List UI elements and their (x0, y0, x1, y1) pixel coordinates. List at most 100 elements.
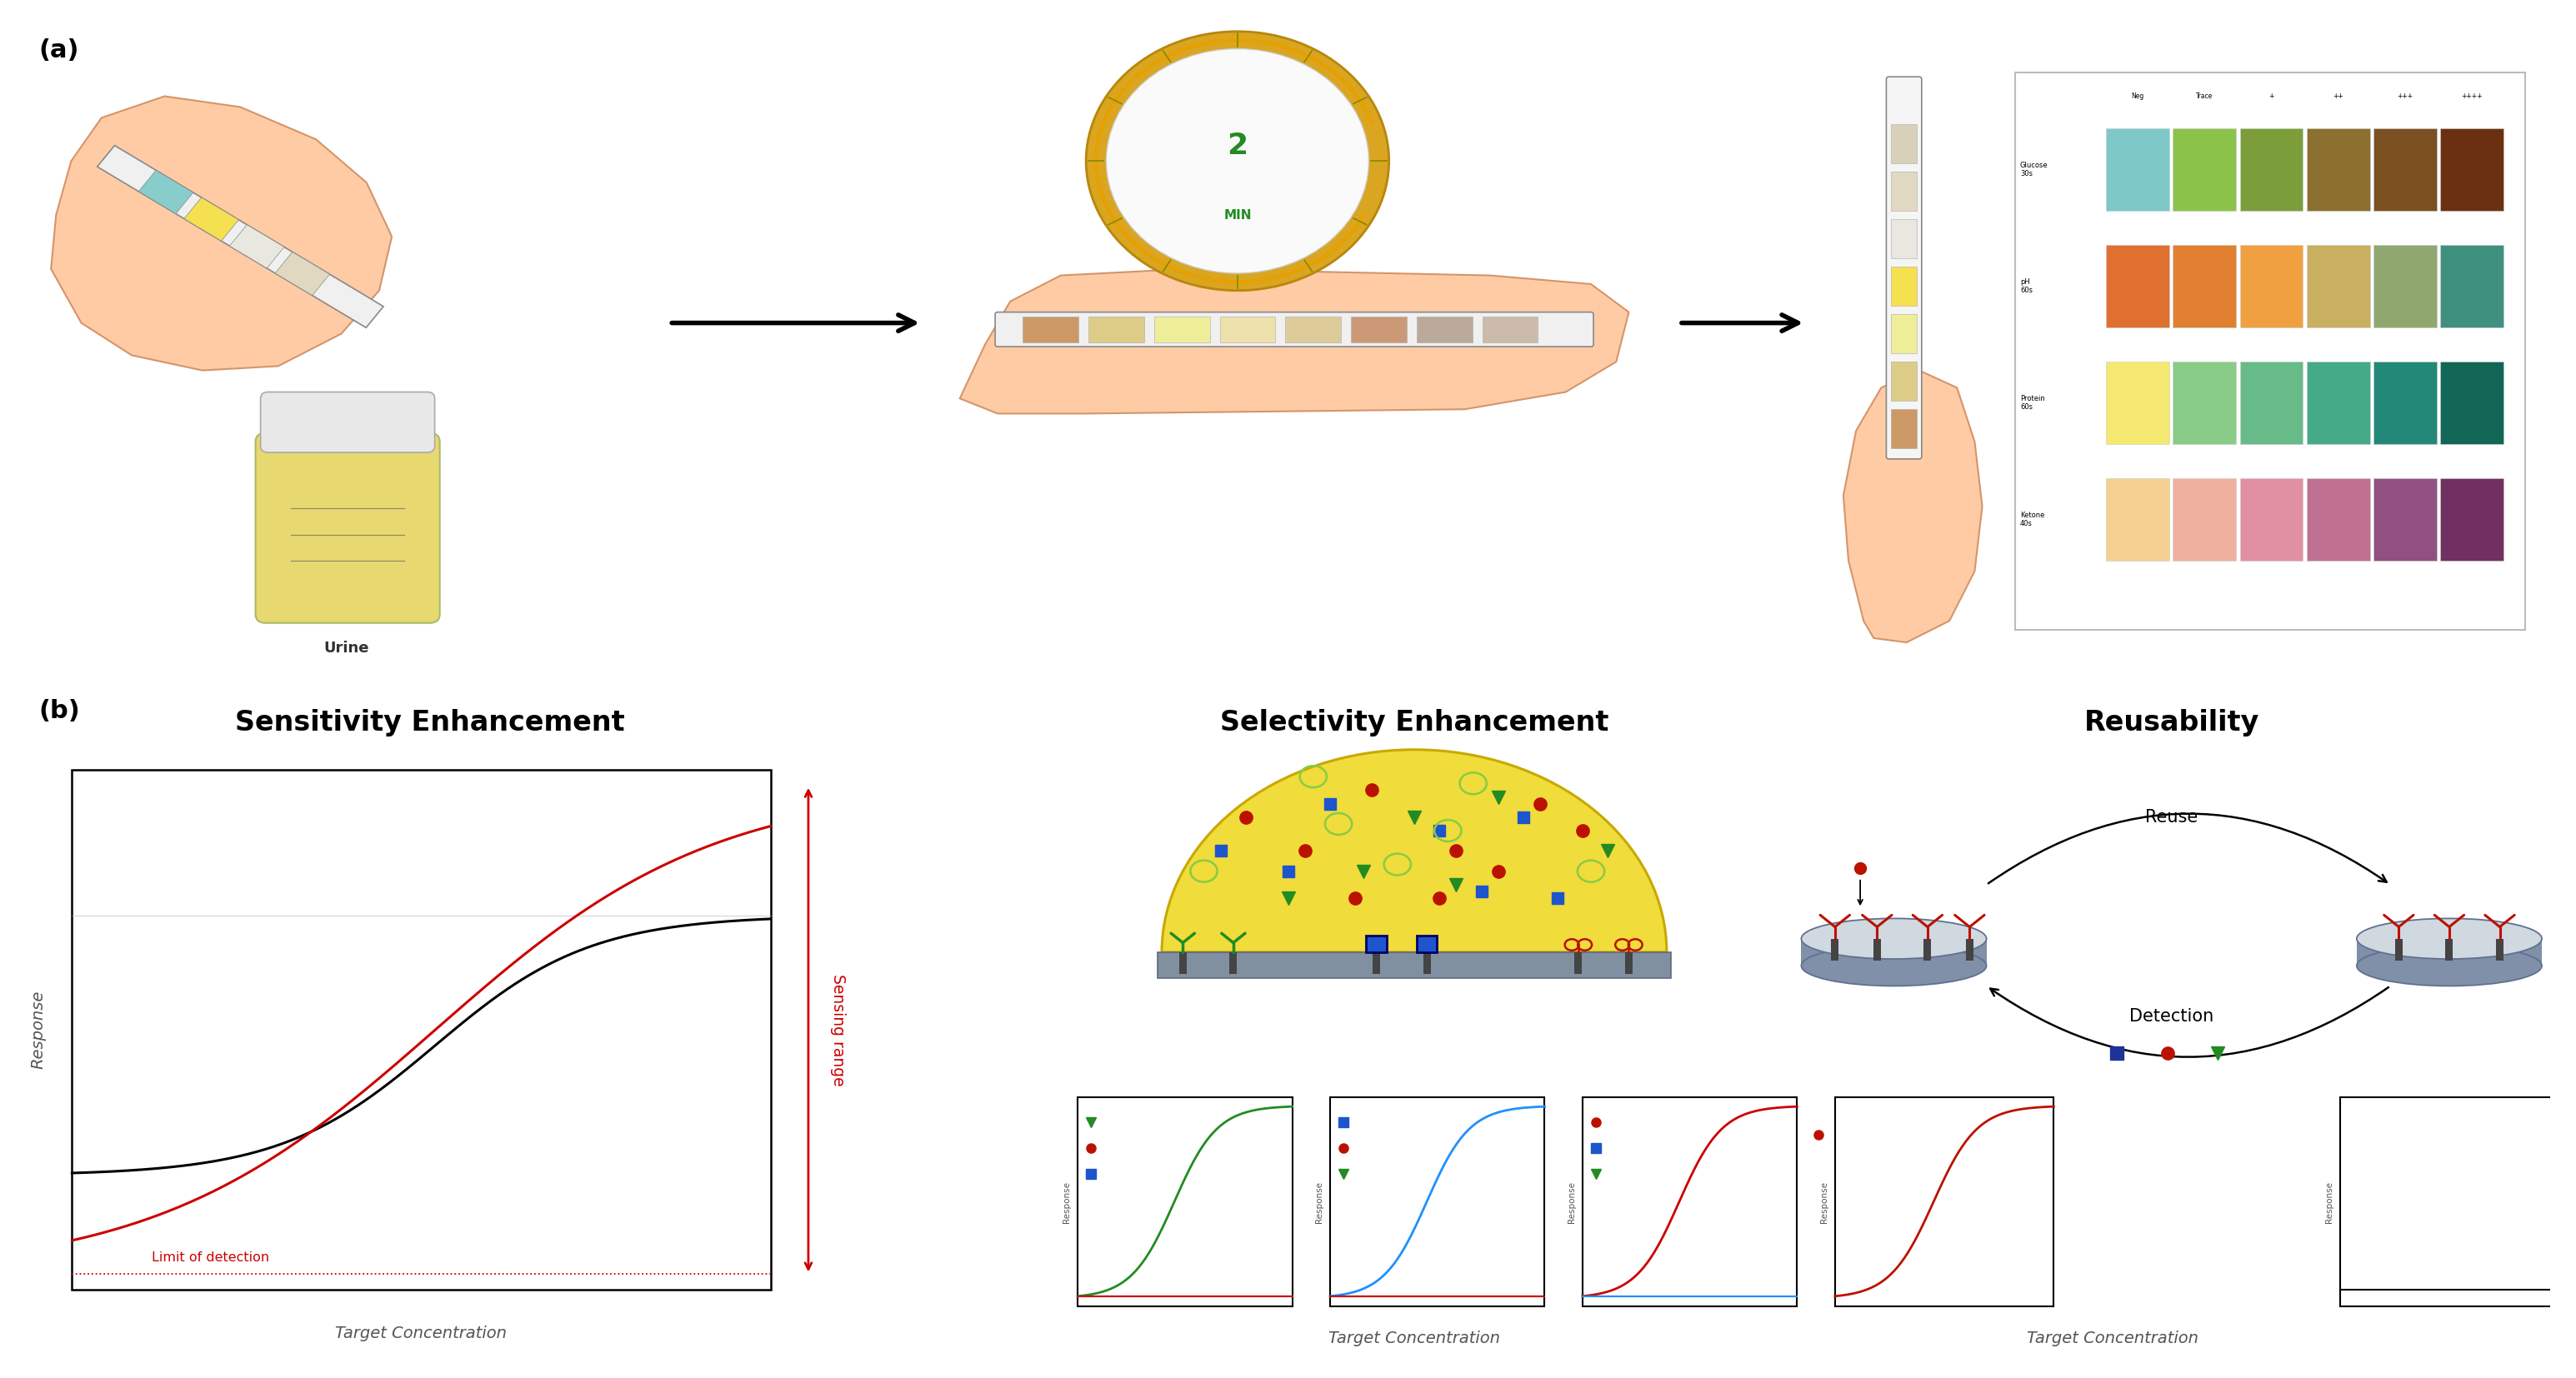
Bar (1180, 952, 1188, 974)
Bar (2172, 245, 2236, 327)
Bar (1221, 317, 1275, 342)
Text: Limit of detection: Limit of detection (152, 1251, 270, 1264)
Text: Selectivity Enhancement: Selectivity Enhancement (1221, 710, 1607, 737)
Circle shape (1087, 32, 1388, 291)
Bar (2439, 128, 2504, 211)
Text: Target Concentration: Target Concentration (2027, 1331, 2197, 1346)
Wedge shape (1162, 750, 1667, 952)
Ellipse shape (2357, 918, 2543, 959)
Bar (1965, 938, 1973, 960)
Ellipse shape (1801, 945, 1986, 987)
Text: Protein
60s: Protein 60s (2020, 394, 2045, 411)
Text: Neg: Neg (2130, 92, 2143, 101)
Text: Response: Response (2324, 1181, 2334, 1222)
Bar (2172, 478, 2236, 561)
Text: Response: Response (1566, 1181, 1577, 1222)
Bar (2306, 362, 2370, 444)
Bar (1154, 317, 1211, 342)
Bar (1417, 936, 1437, 952)
Bar (2172, 128, 2236, 211)
Bar (2439, 245, 2504, 327)
Bar (2107, 245, 2169, 327)
Text: Ketone
40s: Ketone 40s (2020, 511, 2045, 528)
Polygon shape (961, 269, 1628, 413)
Bar (2339, 1097, 2558, 1306)
Bar (1365, 936, 1386, 952)
FancyBboxPatch shape (994, 311, 1595, 347)
Bar (2372, 478, 2437, 561)
Text: (a): (a) (39, 39, 80, 62)
Text: 2: 2 (1226, 132, 1247, 160)
Text: ++: ++ (2334, 92, 2344, 101)
Bar (2306, 245, 2370, 327)
Bar (1801, 938, 1986, 966)
Bar (2107, 362, 2169, 444)
Bar (2306, 478, 2370, 561)
Bar (1832, 938, 1839, 960)
Bar (1582, 1097, 1798, 1306)
Text: Response: Response (31, 991, 46, 1069)
Text: MIN: MIN (1224, 208, 1252, 222)
Text: Reuse: Reuse (2146, 809, 2197, 825)
Bar (1285, 317, 1342, 342)
Bar (1891, 409, 1917, 448)
Text: Detection: Detection (2130, 1009, 2213, 1025)
Text: Target Concentration: Target Concentration (1329, 1331, 1499, 1346)
Polygon shape (52, 96, 392, 371)
Bar (1574, 952, 1582, 974)
Text: Urine: Urine (325, 641, 368, 656)
Bar (1481, 317, 1538, 342)
Ellipse shape (1801, 918, 1986, 959)
Bar (2014, 73, 2524, 630)
Circle shape (1105, 48, 1368, 273)
Bar (1873, 938, 1880, 960)
Bar (1417, 317, 1473, 342)
Text: +++: +++ (2398, 92, 2414, 101)
Bar (1625, 952, 1633, 974)
Bar (2239, 128, 2303, 211)
Text: pH
60s: pH 60s (2020, 278, 2032, 295)
Polygon shape (139, 171, 193, 214)
Text: Sensing range: Sensing range (829, 974, 845, 1086)
Bar (1891, 124, 1917, 163)
Bar (1229, 952, 1236, 974)
Bar (2496, 938, 2504, 960)
Bar (2357, 938, 2543, 966)
Polygon shape (183, 197, 240, 241)
Bar (1834, 1097, 2053, 1306)
Bar (2372, 245, 2437, 327)
Text: Response: Response (1819, 1181, 1829, 1222)
Polygon shape (276, 252, 330, 295)
Bar (2239, 362, 2303, 444)
Bar (2107, 128, 2169, 211)
Bar (1352, 317, 1406, 342)
Bar (1373, 952, 1381, 974)
Text: Reusability: Reusability (2084, 710, 2259, 737)
Bar (1891, 314, 1917, 353)
Bar (2445, 938, 2452, 960)
Polygon shape (229, 225, 283, 269)
Bar (1023, 317, 1079, 342)
Polygon shape (1844, 371, 1984, 642)
Bar (2239, 245, 2303, 327)
Text: (b): (b) (39, 699, 80, 723)
Bar (2306, 128, 2370, 211)
Bar (1077, 1097, 1293, 1306)
Bar (1157, 952, 1672, 978)
Bar (2239, 478, 2303, 561)
Text: Glucose
30s: Glucose 30s (2020, 161, 2048, 178)
Bar (1891, 362, 1917, 401)
Ellipse shape (2357, 945, 2543, 987)
Polygon shape (98, 146, 384, 328)
Bar (2439, 362, 2504, 444)
Text: Response: Response (1314, 1181, 1324, 1222)
Bar (1891, 267, 1917, 306)
Bar (1891, 172, 1917, 211)
Bar (2172, 362, 2236, 444)
Bar (72, 770, 770, 1290)
Bar (1329, 1097, 1546, 1306)
Bar (1090, 317, 1144, 342)
Text: Trace: Trace (2195, 92, 2213, 101)
Text: +: + (2269, 92, 2275, 101)
Text: Response: Response (1061, 1181, 1072, 1222)
